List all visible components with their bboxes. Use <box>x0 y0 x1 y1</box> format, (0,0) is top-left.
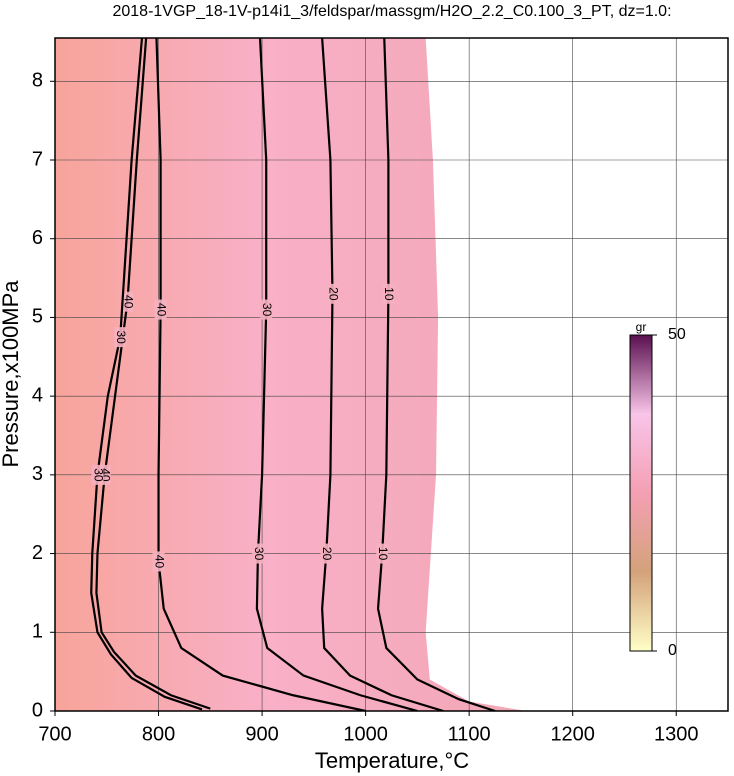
contour-label: 40 <box>152 555 166 569</box>
contour-label-bg <box>382 283 395 304</box>
contour-line <box>155 38 366 711</box>
contour-line <box>376 38 496 711</box>
contour-label-bg <box>326 283 339 304</box>
contour-line <box>95 38 211 710</box>
x-axis-label: Temperature,°C <box>315 748 469 773</box>
contour-label-bg <box>320 543 333 564</box>
y-tick-label: 8 <box>32 70 43 92</box>
y-tick-label: 2 <box>32 542 43 564</box>
plot-frame <box>54 37 729 712</box>
y-tick-label: 3 <box>32 463 43 485</box>
y-tick-label: 1 <box>32 621 43 643</box>
contour-label: 30 <box>252 547 266 561</box>
contour-label: 30 <box>260 303 274 317</box>
contour-label: 10 <box>376 547 390 561</box>
y-tick-label: 4 <box>32 384 43 406</box>
x-tick-label: 1200 <box>550 723 595 745</box>
contour-line <box>321 38 444 711</box>
y-axis-label: Pressure,x100MPa <box>0 280 23 468</box>
colorbar-label: gr <box>636 320 647 334</box>
y-tick-label: 5 <box>32 306 43 328</box>
colorbar-scale <box>629 334 653 652</box>
contour-label: 10 <box>382 287 396 301</box>
contour-line <box>90 38 203 711</box>
contour-label-bg <box>251 543 264 564</box>
field <box>55 38 527 711</box>
contour-line <box>255 38 418 711</box>
grid <box>50 38 728 716</box>
colorbar-tick-label: 0 <box>668 642 677 659</box>
x-tick-label: 800 <box>142 723 175 745</box>
y-tick-label: 0 <box>32 699 43 721</box>
chart-title: 2018-1VGP_18-1V-p14i1_3/feldspar/massgm/… <box>112 3 671 20</box>
x-tick-label: 1100 <box>448 723 491 745</box>
colorbar-tick-label: 50 <box>668 326 686 343</box>
colorbar: 0 50 gr <box>629 320 686 659</box>
contour-label: 30 <box>114 330 128 344</box>
contour-label: 20 <box>320 547 334 561</box>
contour-label-bg <box>114 327 127 348</box>
x-tick-label: 700 <box>38 723 71 745</box>
contour-label-bg <box>376 543 389 564</box>
contour-label-bg <box>91 464 104 485</box>
contour-label-bg <box>121 291 134 312</box>
y-tick-label: 7 <box>32 148 43 170</box>
contour-label-bg <box>154 299 167 320</box>
contour-label: 30 <box>91 468 105 482</box>
contour-label-bg <box>152 551 165 572</box>
contour-label: 40 <box>154 303 168 317</box>
x-tick-label: 1000 <box>343 723 388 745</box>
x-tick-label: 1300 <box>654 723 699 745</box>
contour-label: 20 <box>326 287 340 301</box>
x-tick-label: 900 <box>245 723 278 745</box>
y-tick-label: 6 <box>32 227 43 249</box>
contour-label-bg <box>260 299 273 320</box>
contour-label: 40 <box>121 295 135 309</box>
field-extent <box>55 38 527 711</box>
